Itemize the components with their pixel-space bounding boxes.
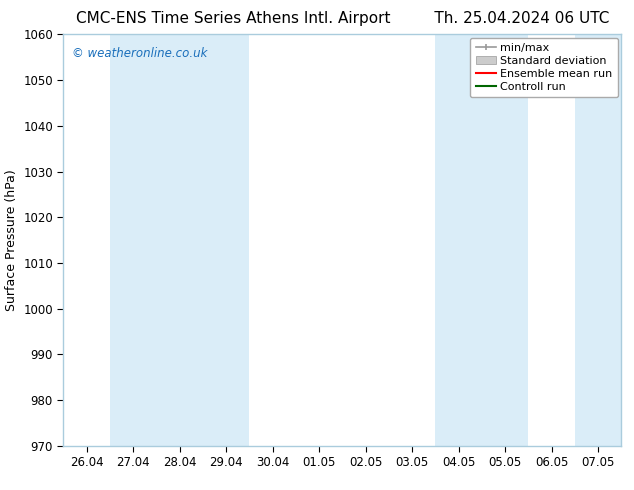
Title: CMC-ENS Time Series Athens Intl. Airport         Th. 25.04.2024 06 UTC: CMC-ENS Time Series Athens Intl. Airport… (75, 11, 609, 26)
Bar (157, 34, 203, 446)
Bar (575, 34, 621, 446)
Y-axis label: Surface Pressure (hPa): Surface Pressure (hPa) (4, 169, 18, 311)
Bar (436, 34, 482, 446)
Bar (482, 34, 528, 446)
Bar (203, 34, 249, 446)
Legend: min/max, Standard deviation, Ensemble mean run, Controll run: min/max, Standard deviation, Ensemble me… (470, 38, 618, 97)
Bar (110, 34, 157, 446)
Text: © weatheronline.co.uk: © weatheronline.co.uk (72, 47, 207, 60)
